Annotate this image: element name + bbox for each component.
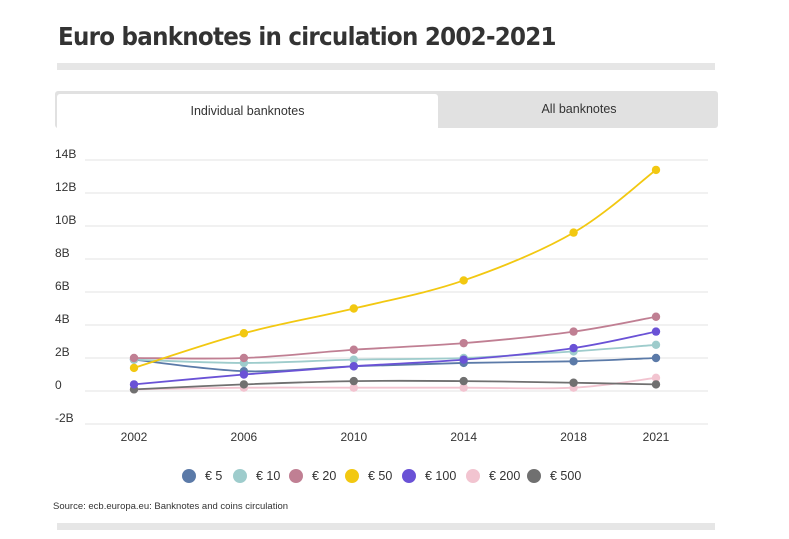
data-point[interactable]: [569, 357, 578, 366]
chart-title: Euro banknotes in circulation 2002-2021: [58, 22, 557, 51]
legend-item[interactable]: € 5: [182, 466, 222, 486]
y-tick-label: 8B: [55, 246, 70, 260]
footer-divider: [57, 523, 715, 530]
title-divider: [57, 63, 715, 70]
legend-label: € 50: [368, 469, 393, 483]
series-line: [133, 169, 657, 369]
legend-label: € 10: [256, 469, 281, 483]
data-point[interactable]: [129, 363, 139, 373]
legend-swatch: [233, 469, 247, 483]
data-point[interactable]: [239, 370, 249, 379]
x-tick-label: 2021: [643, 430, 670, 444]
data-point[interactable]: [459, 276, 468, 285]
series-lines: [133, 169, 657, 391]
data-point[interactable]: [239, 329, 249, 338]
chart-legend: € 5 € 10 € 20 € 50 € 100 € 200 € 500: [0, 466, 789, 486]
data-point[interactable]: [459, 338, 468, 348]
data-point[interactable]: [239, 353, 249, 363]
series-points: [129, 165, 661, 394]
y-tick-label: 10B: [55, 213, 76, 227]
data-point[interactable]: [651, 327, 661, 336]
x-tick-label: 2018: [560, 430, 587, 444]
y-tick-label: -2B: [55, 411, 74, 425]
legend-item[interactable]: € 10: [233, 466, 280, 486]
data-point[interactable]: [459, 376, 468, 386]
data-point[interactable]: [349, 383, 358, 392]
data-point[interactable]: [651, 340, 661, 349]
data-point[interactable]: [129, 380, 139, 389]
data-point[interactable]: [349, 304, 358, 313]
x-axis-tick-labels: 2002 2006 2010 2014 2018 2021: [121, 430, 670, 444]
y-axis-tick-labels: -2B 0 2B 4B 6B 8B 10B 12B 14B: [55, 147, 76, 425]
y-tick-label: 12B: [55, 180, 76, 194]
tab-individual-banknotes[interactable]: Individual banknotes: [57, 94, 438, 128]
series-line: [133, 315, 657, 360]
x-tick-label: 2010: [340, 430, 367, 444]
data-point[interactable]: [651, 353, 661, 363]
y-tick-label: 6B: [55, 279, 70, 293]
legend-label: € 20: [312, 469, 337, 483]
tab-all-banknotes[interactable]: All banknotes: [541, 102, 617, 116]
legend-item[interactable]: € 100: [402, 466, 456, 486]
source-note: Source: ecb.europa.eu: Banknotes and coi…: [53, 501, 289, 512]
legend-item[interactable]: € 20: [289, 466, 336, 486]
data-point[interactable]: [459, 355, 468, 364]
x-tick-label: 2002: [121, 430, 148, 444]
legend-swatch: [466, 469, 480, 483]
legend-swatch: [289, 469, 303, 483]
data-point[interactable]: [569, 378, 578, 387]
data-point[interactable]: [651, 312, 661, 321]
data-point[interactable]: [129, 353, 139, 363]
data-point[interactable]: [569, 343, 578, 353]
legend-label: € 100: [425, 469, 457, 483]
y-tick-label: 2B: [55, 345, 70, 359]
legend-label: € 500: [550, 469, 582, 483]
legend-item[interactable]: € 500: [527, 466, 581, 486]
data-point[interactable]: [459, 383, 468, 392]
chart-gridlines: [85, 159, 708, 425]
data-point[interactable]: [569, 228, 578, 237]
legend-swatch: [182, 469, 196, 483]
legend-item[interactable]: € 200: [466, 466, 520, 486]
y-tick-label: 4B: [55, 312, 70, 326]
legend-item[interactable]: € 50: [345, 466, 392, 486]
data-point[interactable]: [349, 355, 358, 364]
data-point[interactable]: [349, 376, 358, 386]
x-tick-label: 2014: [450, 430, 477, 444]
legend-swatch: [402, 469, 416, 483]
legend-label: € 200: [489, 469, 521, 483]
legend-label: € 5: [205, 469, 223, 483]
y-tick-label: 0: [55, 378, 62, 392]
x-tick-label: 2006: [231, 430, 258, 444]
data-point[interactable]: [349, 345, 358, 354]
data-point[interactable]: [651, 380, 661, 389]
legend-swatch: [527, 469, 541, 483]
data-point[interactable]: [651, 165, 661, 175]
data-point[interactable]: [239, 380, 249, 389]
data-point[interactable]: [569, 327, 578, 336]
data-point[interactable]: [349, 362, 358, 371]
y-tick-label: 14B: [55, 147, 76, 161]
data-point[interactable]: [651, 373, 661, 382]
legend-swatch: [345, 469, 359, 483]
tab-bar: Individual banknotes All banknotes: [55, 91, 718, 128]
